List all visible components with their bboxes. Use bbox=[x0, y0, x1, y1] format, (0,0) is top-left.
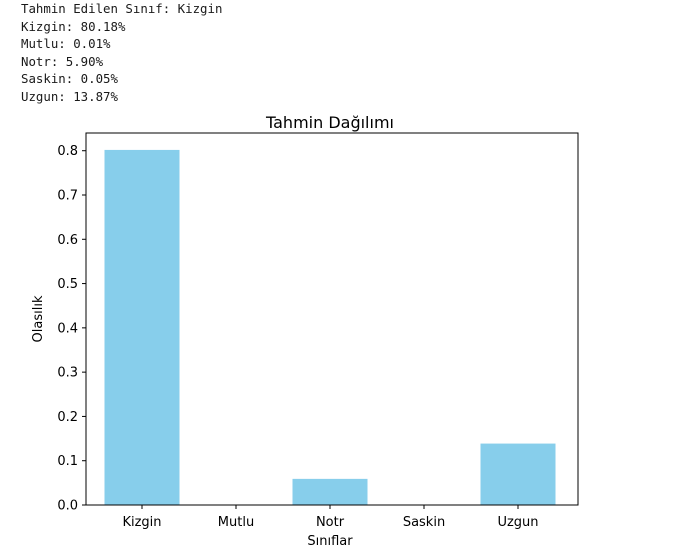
x-axis: Kizgin Mutlu Notr Saskin Uzgun bbox=[122, 505, 539, 530]
predicted-class-line: Tahmin Edilen Sınıf: Kizgin bbox=[21, 1, 223, 16]
x-tick-label: Saskin bbox=[403, 515, 445, 530]
bar-uzgun bbox=[480, 443, 556, 505]
y-tick-label: 0.1 bbox=[57, 454, 78, 469]
y-tick-label: 0.7 bbox=[57, 189, 78, 204]
y-tick-label: 0.8 bbox=[57, 144, 78, 159]
probability-line-notr: Notr: 5.90% bbox=[21, 53, 104, 69]
x-tick-label: Notr bbox=[316, 515, 345, 530]
probability-line-kizgin: Kizgin: 80.18% bbox=[21, 18, 126, 34]
y-axis-label: Olasılık bbox=[31, 295, 46, 342]
plot-frame bbox=[85, 132, 579, 506]
x-axis-label: Sınıflar bbox=[307, 534, 353, 549]
x-tick-label: Uzgun bbox=[497, 515, 538, 530]
y-tick-label: 0.2 bbox=[57, 410, 78, 425]
bar-notr bbox=[292, 478, 368, 505]
prediction-output: Tahmin Edilen Sınıf: Kizgin Kizgin: 80.18… bbox=[21, 0, 222, 106]
chart-title: Tahmin Dağılımı bbox=[265, 113, 394, 132]
y-tick-label: 0.5 bbox=[57, 277, 78, 292]
probability-line-uzgun: Uzgun: 13.87% bbox=[21, 88, 118, 104]
y-tick-label: 0.3 bbox=[57, 366, 78, 381]
y-tick-label: 0.4 bbox=[57, 321, 78, 336]
probability-line-mutlu: Mutlu: 0.01% bbox=[21, 36, 111, 52]
y-axis: 0.0 0.1 0.2 0.3 0.4 0.5 0.6 0.7 0.8 bbox=[57, 144, 86, 514]
probability-line-saskin: Saskin: 0.05% bbox=[21, 71, 118, 87]
bar-kizgin bbox=[104, 149, 180, 505]
y-tick-label: 0.6 bbox=[57, 233, 78, 248]
y-tick-label: 0.0 bbox=[57, 499, 78, 514]
x-tick-label: Mutlu bbox=[218, 515, 254, 530]
x-tick-label: Kizgin bbox=[122, 515, 161, 530]
bars-group bbox=[104, 149, 556, 505]
